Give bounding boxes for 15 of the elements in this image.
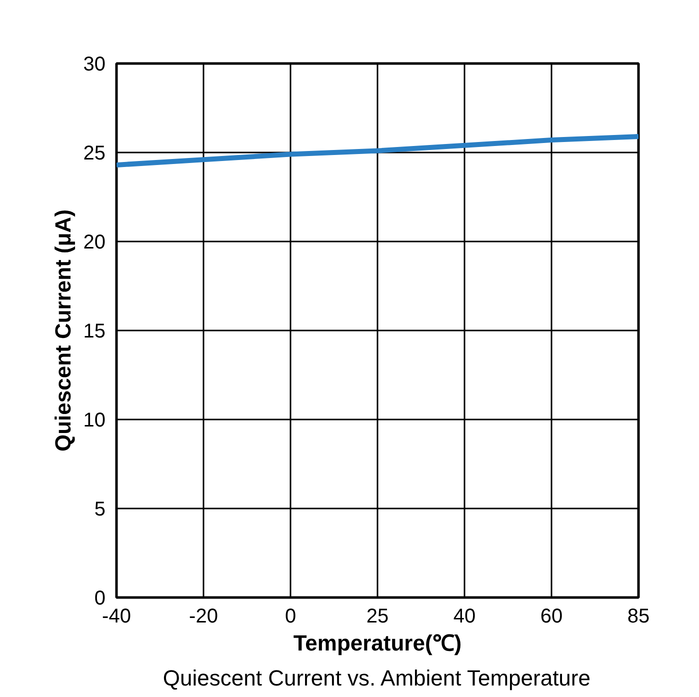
y-tick-label: 20 xyxy=(83,232,106,254)
x-axis-title: Temperature(℃) xyxy=(293,630,462,656)
x-tick-label: 25 xyxy=(366,606,389,628)
x-tick-label: 60 xyxy=(540,606,563,628)
y-tick-label: 25 xyxy=(83,142,106,164)
y-tick-label: 15 xyxy=(83,320,106,342)
text: Quiescent Current vs. Ambient Temperature xyxy=(162,666,590,690)
x-tick-label: -20 xyxy=(189,606,218,628)
y-tick-label: 10 xyxy=(83,410,106,432)
x-tick-label: 85 xyxy=(627,606,650,628)
x-tick-label: 0 xyxy=(284,606,296,628)
y-tick-label: 5 xyxy=(94,498,106,520)
y-tick-label: 30 xyxy=(83,54,106,76)
x-tick-label: 40 xyxy=(453,606,476,628)
y-axis-title: Quiescent Current (μA) xyxy=(50,209,76,452)
